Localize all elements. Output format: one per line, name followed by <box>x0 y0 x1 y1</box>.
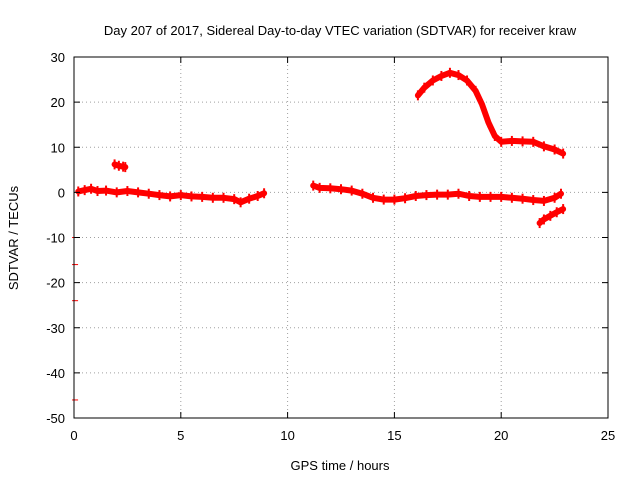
axis-ticks: 0 5 10 15 20 25 -50 -40 -30 -20 -10 0 10 20 30 <box>46 50 615 443</box>
x-tick-label: 15 <box>387 428 401 443</box>
y-tick-label: 30 <box>51 50 65 65</box>
y-tick-label: -20 <box>46 276 65 291</box>
series-arc-high <box>414 67 567 159</box>
grid <box>74 57 608 418</box>
y-tick-label: -40 <box>46 366 65 381</box>
x-tick-label: 25 <box>601 428 615 443</box>
data-series <box>72 67 567 401</box>
chart-title: Day 207 of 2017, Sidereal Day-to-day VTE… <box>104 23 577 38</box>
series-arc-main-2 <box>310 180 564 206</box>
x-axis-label: GPS time / hours <box>291 458 390 473</box>
x-tick-label: 5 <box>177 428 184 443</box>
series-line <box>111 161 129 171</box>
series-arc-main-1 <box>75 183 268 208</box>
series-arc-low <box>536 204 567 229</box>
y-tick-label: -30 <box>46 321 65 336</box>
y-tick-label: -10 <box>46 231 65 246</box>
y-axis-label: SDTVAR / TECUs <box>6 185 21 290</box>
y-tick-label: 10 <box>51 140 65 155</box>
series-arc-short-1 <box>111 159 129 173</box>
series-line <box>414 69 567 157</box>
x-tick-label: 0 <box>70 428 77 443</box>
y-tick-label: 0 <box>58 185 65 200</box>
x-tick-label: 10 <box>280 428 294 443</box>
y-tick-label: 20 <box>51 95 65 110</box>
y-tick-label: -50 <box>46 411 65 426</box>
x-tick-label: 20 <box>494 428 508 443</box>
